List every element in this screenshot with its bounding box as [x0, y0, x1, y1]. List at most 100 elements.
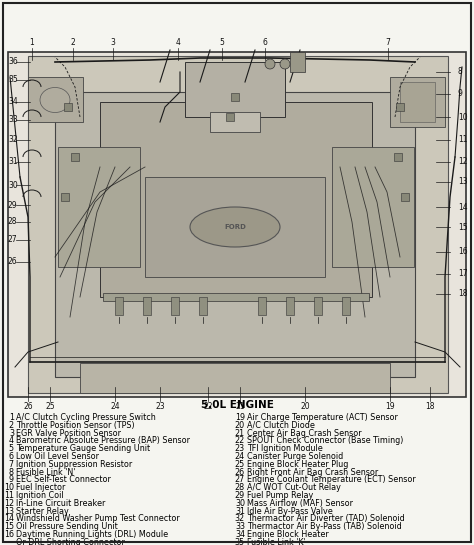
Text: 5.0L ENGINE: 5.0L ENGINE [201, 400, 273, 410]
Text: 27: 27 [8, 235, 18, 245]
Text: 5: 5 [9, 444, 14, 453]
Text: 29: 29 [8, 201, 18, 209]
Text: Idle Air By-Pass Valve: Idle Air By-Pass Valve [247, 507, 333, 516]
Text: 15: 15 [458, 222, 468, 232]
Text: 21: 21 [235, 428, 245, 438]
Text: 7: 7 [9, 460, 14, 469]
Text: 35: 35 [8, 76, 18, 84]
Text: 31: 31 [8, 158, 18, 167]
Text: 32: 32 [8, 136, 18, 144]
Text: 13: 13 [458, 178, 468, 186]
Bar [115, 297, 123, 315]
Text: 5: 5 [219, 38, 224, 47]
Bar [171, 297, 179, 315]
Bar [394, 153, 402, 161]
Text: 19: 19 [385, 402, 395, 411]
Text: Fusible Link 'N': Fusible Link 'N' [16, 468, 75, 476]
Text: Engine Block Heater: Engine Block Heater [247, 530, 329, 539]
Bar [401, 193, 409, 201]
Bar [290, 52, 305, 72]
Text: 12: 12 [458, 158, 467, 167]
Text: 9: 9 [458, 89, 463, 99]
Bar [396, 103, 404, 111]
Text: 18: 18 [458, 289, 467, 299]
Text: 14: 14 [458, 203, 468, 211]
Bar [28, 56, 448, 393]
Bar [58, 147, 140, 267]
Text: 9: 9 [9, 475, 14, 485]
Text: In-Line Circuit Breaker: In-Line Circuit Breaker [16, 499, 105, 508]
Bar [210, 112, 260, 132]
Text: 30: 30 [235, 499, 245, 508]
Text: 25: 25 [235, 460, 245, 469]
Text: 4: 4 [175, 38, 181, 47]
Bar [332, 147, 414, 267]
Text: Mass Airflow (MAF) Sensor: Mass Airflow (MAF) Sensor [247, 499, 353, 508]
Text: 34: 34 [235, 530, 245, 539]
Bar [400, 82, 435, 122]
Text: 8: 8 [9, 468, 14, 476]
Text: 1: 1 [9, 413, 14, 422]
Text: 4: 4 [9, 437, 14, 445]
Bar [55, 92, 415, 377]
Bar [61, 193, 69, 201]
Text: 8: 8 [458, 68, 463, 76]
Text: Throttle Position Sensor (TPS): Throttle Position Sensor (TPS) [16, 421, 135, 430]
Text: Ignition Coil: Ignition Coil [16, 491, 64, 500]
Text: Engine Block Heater Plug: Engine Block Heater Plug [247, 460, 348, 469]
Text: Or DRL Shorting Connector: Or DRL Shorting Connector [16, 538, 125, 545]
Text: 3: 3 [110, 38, 116, 47]
Bar [390, 77, 445, 127]
Text: Engine Coolant Temperature (ECT) Sensor: Engine Coolant Temperature (ECT) Sensor [247, 475, 416, 485]
Bar [80, 363, 390, 393]
Text: 27: 27 [235, 475, 245, 485]
Text: 13: 13 [4, 507, 14, 516]
Text: Oil Pressure Sending Unit: Oil Pressure Sending Unit [16, 522, 118, 531]
Text: Temperature Gauge Sending Unit: Temperature Gauge Sending Unit [16, 444, 150, 453]
Bar [8, 52, 466, 397]
Text: Fuel Pump Relay: Fuel Pump Relay [247, 491, 313, 500]
Text: 6: 6 [263, 38, 267, 47]
Text: 35: 35 [235, 538, 245, 545]
Text: 24: 24 [110, 402, 120, 411]
Text: Right Front Air Bag Crash Sensor: Right Front Air Bag Crash Sensor [247, 468, 378, 476]
Text: SPOUT Check Connector (Base Timing): SPOUT Check Connector (Base Timing) [247, 437, 403, 445]
Text: A/C Clutch Cycling Pressure Switch: A/C Clutch Cycling Pressure Switch [16, 413, 156, 422]
Text: 2: 2 [71, 38, 75, 47]
Circle shape [265, 59, 275, 69]
Text: 33: 33 [8, 116, 18, 124]
Text: 34: 34 [8, 98, 18, 106]
Text: 19: 19 [235, 413, 245, 422]
Text: 21: 21 [235, 402, 245, 411]
Text: 33: 33 [235, 522, 245, 531]
Text: 15: 15 [4, 522, 14, 531]
Text: 12: 12 [4, 499, 14, 508]
Bar [143, 297, 151, 315]
Text: Barometric Absolute Pressure (BAP) Sensor: Barometric Absolute Pressure (BAP) Senso… [16, 437, 190, 445]
Text: EEC Self-Test Connector: EEC Self-Test Connector [16, 475, 111, 485]
Text: Ignition Suppression Resistor: Ignition Suppression Resistor [16, 460, 132, 469]
Bar [185, 62, 285, 117]
Text: Windshield Washer Pump Test Connector: Windshield Washer Pump Test Connector [16, 514, 180, 523]
Text: 26: 26 [8, 257, 18, 267]
Bar [64, 103, 72, 111]
Text: Low Oil Level Sensor: Low Oil Level Sensor [16, 452, 99, 461]
Text: Thermactor Air Diverter (TAD) Solenoid: Thermactor Air Diverter (TAD) Solenoid [247, 514, 405, 523]
Text: 10: 10 [4, 483, 14, 492]
Text: 17: 17 [458, 269, 468, 278]
Text: 3: 3 [9, 428, 14, 438]
Bar [199, 297, 207, 315]
Text: Fuel Injector: Fuel Injector [16, 483, 65, 492]
Bar [342, 297, 350, 315]
Text: 22: 22 [203, 402, 213, 411]
Text: 20: 20 [300, 402, 310, 411]
Text: 36: 36 [8, 58, 18, 66]
Text: 24: 24 [235, 452, 245, 461]
Bar [28, 77, 83, 122]
Text: 2: 2 [9, 421, 14, 430]
Text: A/C Clutch Diode: A/C Clutch Diode [247, 421, 315, 430]
Bar [314, 297, 322, 315]
Bar [226, 113, 234, 121]
Text: 20: 20 [235, 421, 245, 430]
Bar [231, 93, 239, 101]
